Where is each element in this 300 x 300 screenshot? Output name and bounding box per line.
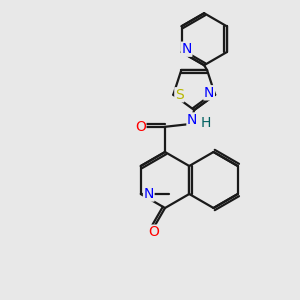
Text: O: O	[135, 120, 146, 134]
Text: N: N	[144, 187, 154, 201]
Text: H: H	[200, 116, 211, 130]
Text: S: S	[175, 88, 184, 102]
Text: N: N	[182, 42, 192, 56]
Text: N: N	[204, 86, 214, 100]
Text: O: O	[148, 225, 159, 239]
Text: N: N	[187, 113, 197, 127]
